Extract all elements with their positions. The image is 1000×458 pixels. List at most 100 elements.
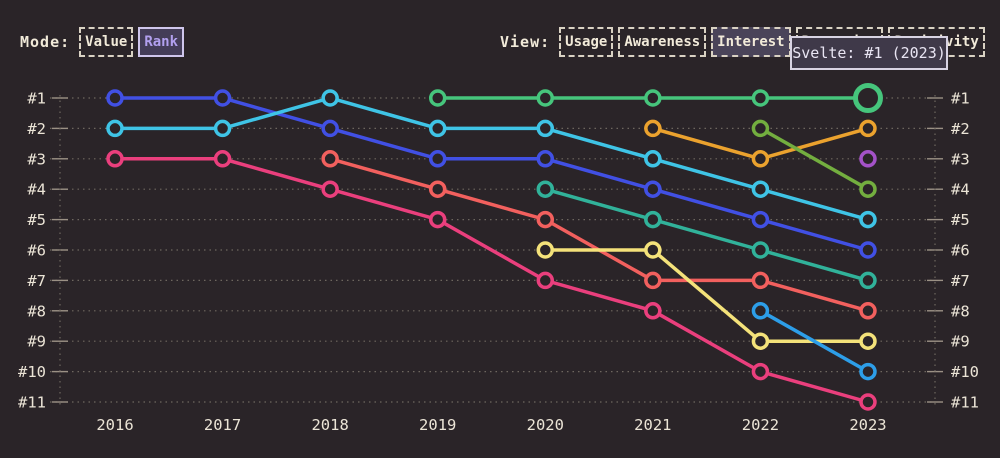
data-point[interactable] — [644, 150, 662, 168]
rank-label-right: #7 — [951, 272, 970, 290]
series-teal — [536, 180, 877, 290]
series-emerald — [428, 83, 883, 113]
series-line — [115, 96, 869, 222]
data-point[interactable] — [751, 180, 770, 198]
series-dodger-blue — [751, 302, 877, 381]
series-line — [759, 309, 869, 374]
series-line — [759, 126, 869, 191]
rank-label-right: #4 — [951, 181, 970, 199]
data-point[interactable] — [106, 150, 124, 168]
data-point[interactable] — [428, 210, 447, 229]
series-royal-blue — [106, 89, 877, 259]
rank-label-left: #3 — [27, 150, 46, 168]
data-point[interactable] — [751, 241, 770, 259]
rank-label-left: #5 — [27, 211, 46, 229]
rank-label-right: #5 — [951, 211, 970, 229]
data-point[interactable] — [751, 302, 770, 320]
rank-label-left: #9 — [27, 333, 46, 351]
data-point[interactable] — [859, 241, 877, 259]
data-point[interactable] — [644, 119, 662, 138]
data-point[interactable] — [213, 89, 232, 107]
rank-label-left: #8 — [27, 302, 46, 320]
data-point[interactable] — [859, 302, 877, 320]
data-point[interactable] — [428, 180, 447, 198]
mode-option-rank[interactable]: Rank — [138, 27, 185, 57]
data-point[interactable] — [106, 89, 124, 107]
series-cyan — [106, 89, 877, 229]
data-point[interactable] — [859, 393, 877, 411]
data-point[interactable] — [751, 332, 770, 350]
rank-label-left: #7 — [27, 272, 46, 290]
data-point[interactable] — [859, 362, 877, 381]
data-point[interactable] — [644, 180, 662, 198]
view-option-usage[interactable]: Usage — [559, 27, 614, 57]
series-apple-green — [751, 119, 877, 198]
data-point[interactable] — [751, 210, 770, 229]
rank-label-left: #2 — [27, 120, 46, 138]
data-point[interactable] — [644, 89, 662, 107]
tooltip: Svelte: #1 (2023) — [790, 36, 948, 70]
data-point[interactable] — [644, 302, 662, 320]
data-point[interactable] — [751, 150, 770, 168]
data-point[interactable] — [859, 150, 877, 168]
rank-label-right: #1 — [951, 90, 970, 108]
series-line — [544, 187, 869, 283]
series-orange — [644, 119, 877, 168]
data-point[interactable] — [751, 89, 770, 107]
year-label: 2021 — [634, 416, 671, 434]
data-point[interactable] — [644, 241, 662, 259]
data-point[interactable] — [321, 119, 339, 138]
year-label: 2017 — [204, 416, 241, 434]
data-point[interactable] — [321, 180, 339, 198]
data-point[interactable] — [859, 180, 877, 198]
data-point[interactable] — [536, 150, 555, 168]
rank-label-right: #10 — [951, 363, 979, 381]
rank-label-right: #9 — [951, 333, 970, 351]
mode-toggle-group: Mode: Value Rank — [20, 26, 185, 58]
data-point[interactable] — [428, 89, 447, 107]
series-line — [329, 157, 869, 313]
data-point[interactable] — [644, 271, 662, 290]
data-point[interactable] — [859, 119, 877, 138]
view-option-awareness[interactable]: Awareness — [618, 27, 707, 57]
year-label: 2023 — [849, 416, 886, 434]
series-tomato — [321, 150, 877, 320]
data-point[interactable] — [536, 119, 555, 138]
rank-label-left: #6 — [27, 242, 46, 260]
series-pink — [106, 150, 877, 411]
data-point[interactable] — [213, 150, 232, 168]
data-point[interactable] — [536, 241, 555, 259]
view-option-interest[interactable]: Interest — [711, 27, 791, 57]
year-label: 2018 — [311, 416, 348, 434]
data-point[interactable] — [859, 332, 877, 350]
data-point[interactable] — [751, 119, 770, 138]
data-point[interactable] — [106, 119, 124, 138]
rank-label-left: #4 — [27, 181, 46, 199]
data-point[interactable] — [428, 150, 447, 168]
data-point[interactable] — [644, 210, 662, 229]
rank-label-right: #2 — [951, 120, 970, 138]
data-point[interactable] — [859, 210, 877, 229]
data-point[interactable] — [213, 119, 232, 138]
mode-buttons: Value Rank — [79, 27, 185, 57]
mode-option-value[interactable]: Value — [79, 27, 134, 57]
data-point[interactable] — [536, 180, 555, 198]
data-point[interactable] — [428, 119, 447, 138]
rank-label-right: #8 — [951, 302, 970, 320]
data-point[interactable] — [751, 271, 770, 290]
data-point[interactable] — [536, 271, 555, 290]
data-point[interactable] — [536, 89, 555, 107]
grid-layer: #1 #1 #2 #2 #3 #3 #4 #4 #5 #5 #6 #6 #7 #7 #8 #8 #9 #9 #10 #… — [18, 90, 979, 435]
data-point[interactable] — [859, 271, 877, 290]
rank-label-right: #11 — [951, 394, 979, 412]
series-yellow — [536, 241, 877, 350]
year-label: 2019 — [419, 416, 456, 434]
data-point[interactable] — [321, 89, 339, 107]
series-line — [115, 96, 869, 252]
rank-label-left: #11 — [18, 394, 46, 412]
data-point[interactable] — [751, 362, 770, 381]
data-point-highlighted[interactable] — [852, 83, 883, 113]
data-point[interactable] — [536, 210, 555, 229]
data-point[interactable] — [321, 150, 339, 168]
